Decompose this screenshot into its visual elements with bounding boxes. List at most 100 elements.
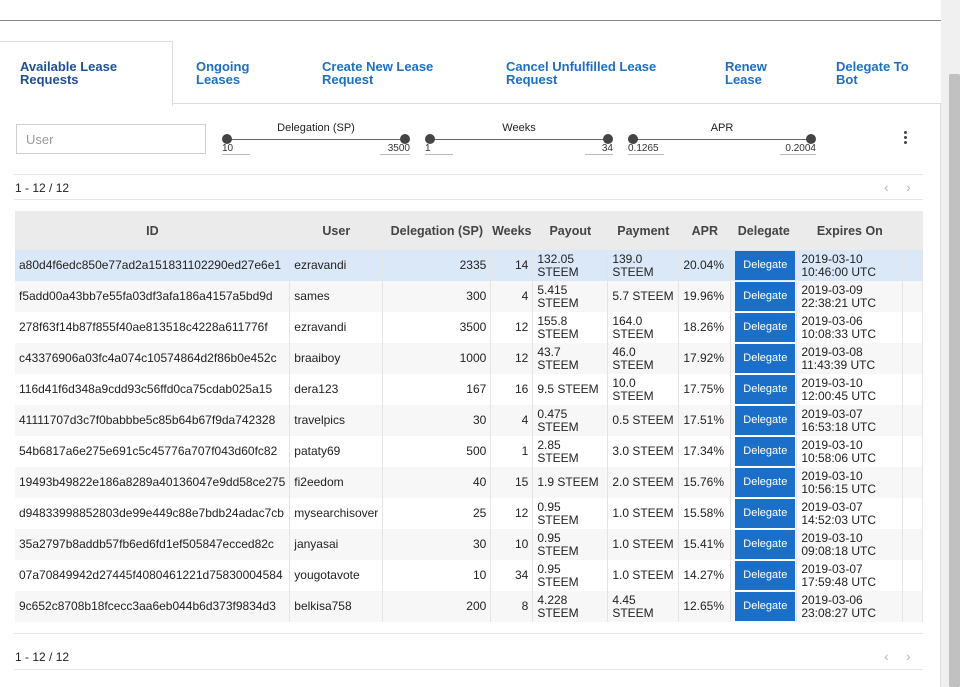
cell-delegation-text: 2335	[459, 258, 487, 272]
cell-id: 35a2797b8addb57fb6ed6fd1ef505847ecced82c	[15, 529, 291, 560]
delegate-button[interactable]: Delegate	[735, 251, 796, 280]
cell-filler	[902, 436, 923, 467]
weeks-slider-max-handle[interactable]	[603, 134, 613, 144]
table-row[interactable]: 19493b49822e186a8289a40136047e9dd58ce275…	[15, 467, 923, 498]
cell-payment: 1.0 STEEM	[607, 560, 680, 591]
cell-filler	[902, 591, 923, 622]
table-row[interactable]: 9c652c8708b18fcecc3aa6eb044b6d373f9834d3…	[15, 591, 923, 622]
cell-apr: 17.51%	[678, 405, 732, 436]
column-header-payment[interactable]: Payment	[607, 211, 679, 250]
cell-apr-text: 17.92%	[683, 351, 725, 365]
delegate-button[interactable]: Delegate	[735, 375, 796, 404]
user-filter-input[interactable]	[16, 124, 206, 154]
cell-user-text: yougotavote	[294, 568, 360, 582]
apr-min-value[interactable]: 0.1265	[628, 143, 664, 155]
cell-delegation-text: 300	[466, 289, 487, 303]
weeks-max-value[interactable]: 34	[585, 143, 613, 155]
tab-cancel-unfulfilled-lease-request[interactable]: Cancel Unfulfilled Lease Request	[506, 60, 656, 86]
cell-apr: 18.26%	[678, 312, 732, 343]
cell-delegation: 200	[382, 591, 492, 622]
cell-expires-on: 2019-03-10 09:08:18 UTC	[796, 529, 904, 560]
cell-payment: 139.0 STEEM	[607, 250, 680, 281]
column-header-expires-on[interactable]: Expires On	[796, 211, 903, 250]
tab-create-new-lease-request[interactable]: Create New Lease Request	[322, 60, 433, 86]
weeks-slider-min-handle[interactable]	[425, 134, 435, 144]
cell-expires-on: 2019-03-10 10:46:00 UTC	[796, 250, 904, 281]
delegate-button[interactable]: Delegate	[735, 561, 796, 590]
table-row[interactable]: 278f63f14b87f855f40ae813518c4228a611776f…	[15, 312, 923, 343]
next-page-icon-bottom[interactable]: ›	[906, 648, 911, 664]
cell-delegate: Delegate	[730, 405, 798, 436]
delegation-slider-min-handle[interactable]	[222, 134, 232, 144]
table-row[interactable]: d94833998852803de99e449c88e7bdb24adac7cb…	[15, 498, 923, 529]
column-header-payout[interactable]: Payout	[532, 211, 608, 250]
table-row[interactable]: 35a2797b8addb57fb6ed6fd1ef505847ecced82c…	[15, 529, 923, 560]
cell-id-text: 116d41f6d348a9cdd93c56ffd0ca75cdab025a15	[19, 382, 273, 396]
table-row[interactable]: 07a70849942d27445f4080461221d75830004584…	[15, 560, 923, 591]
cell-payout-text: 5.415 STEEM	[537, 282, 579, 310]
cell-id-text: f5add00a43bb7e55fa03df3afa186a4157a5bd9d	[19, 289, 273, 303]
more-options-icon[interactable]	[903, 131, 909, 147]
cell-apr: 17.92%	[678, 343, 732, 374]
column-header-id[interactable]: ID	[15, 211, 290, 250]
cell-id: a80d4f6edc850e77ad2a151831102290ed27e6e1	[15, 250, 291, 281]
delegate-button[interactable]: Delegate	[735, 530, 796, 559]
apr-max-value[interactable]: 0.2004	[780, 143, 816, 155]
column-header-apr[interactable]: APR	[678, 211, 731, 250]
cell-delegation: 1000	[382, 343, 492, 374]
delegate-button[interactable]: Delegate	[735, 313, 796, 342]
apr-slider-min-handle[interactable]	[628, 134, 638, 144]
prev-page-icon[interactable]: ‹	[884, 179, 889, 195]
cell-payment-text: 0.5 STEEM	[612, 413, 674, 427]
column-header-delegate[interactable]: Delegate	[730, 211, 797, 250]
delegation-slider-max-handle[interactable]	[400, 134, 410, 144]
cell-delegate: Delegate	[730, 467, 798, 498]
tab-available-lease-requests[interactable]: Available Lease Requests	[20, 60, 117, 86]
delegate-button[interactable]: Delegate	[735, 592, 796, 621]
cell-payout: 2.85 STEEM	[532, 436, 609, 467]
tab-delegate-to-bot[interactable]: Delegate To Bot	[836, 60, 909, 86]
delegation-min-value[interactable]: 10	[222, 143, 250, 155]
cell-apr: 14.27%	[678, 560, 732, 591]
column-header-user[interactable]: User	[289, 211, 383, 250]
table-row[interactable]: c43376906a03fc4a074c10574864d2f86b0e452c…	[15, 343, 923, 374]
delegate-button[interactable]: Delegate	[735, 437, 796, 466]
table-row[interactable]: 116d41f6d348a9cdd93c56ffd0ca75cdab025a15…	[15, 374, 923, 405]
tab-ongoing-leases[interactable]: Ongoing Leases	[196, 60, 249, 86]
pagination-range-bottom: 1 - 12 / 12	[15, 650, 70, 664]
delegate-button[interactable]: Delegate	[735, 499, 796, 528]
weeks-min-value[interactable]: 1	[425, 143, 453, 155]
cell-id-text: 9c652c8708b18fcecc3aa6eb044b6d373f9834d3	[19, 599, 276, 613]
delegate-button[interactable]: Delegate	[735, 406, 796, 435]
table-row[interactable]: 54b6817a6e275e691c5c45776a707f043d60fc82…	[15, 436, 923, 467]
scrollbar-thumb[interactable]	[949, 74, 960, 687]
cell-delegation-text: 30	[472, 413, 487, 427]
cell-payout-text: 0.95 STEEM	[537, 561, 579, 589]
column-header-weeks[interactable]: Weeks	[490, 211, 533, 250]
column-header-delegation[interactable]: Delegation (SP)	[382, 211, 491, 250]
delegate-button[interactable]: Delegate	[735, 468, 796, 497]
table-row[interactable]: a80d4f6edc850e77ad2a151831102290ed27e6e1…	[15, 250, 923, 281]
delegate-button[interactable]: Delegate	[735, 344, 796, 373]
cell-payment-text: 139.0 STEEM	[612, 251, 654, 279]
table-row[interactable]: 41111707d3c7f0babbbe5c85b64b67f9da742328…	[15, 405, 923, 436]
cell-delegation-text: 30	[472, 537, 487, 551]
cell-user: fi2eedom	[289, 467, 384, 498]
cell-weeks: 1	[490, 436, 534, 467]
cell-apr-text: 12.65%	[683, 599, 725, 613]
cell-delegate: Delegate	[730, 343, 798, 374]
cell-user-text: fi2eedom	[294, 475, 344, 489]
next-page-icon[interactable]: ›	[906, 179, 911, 195]
tab-renew-lease[interactable]: Renew Lease	[725, 60, 767, 86]
prev-page-icon-bottom[interactable]: ‹	[884, 648, 889, 664]
apr-slider-max-handle[interactable]	[806, 134, 816, 144]
tab-label-line1: Renew	[725, 59, 767, 74]
cell-payout-text: 1.9 STEEM	[537, 475, 599, 489]
cell-weeks-text: 10	[514, 537, 529, 551]
delegate-button[interactable]: Delegate	[735, 282, 796, 311]
table-row[interactable]: f5add00a43bb7e55fa03df3afa186a4157a5bd9d…	[15, 281, 923, 312]
cell-user: janyasai	[289, 529, 384, 560]
cell-payout: 0.475 STEEM	[532, 405, 609, 436]
cell-filler	[902, 250, 923, 281]
delegation-max-value[interactable]: 3500	[380, 143, 410, 155]
